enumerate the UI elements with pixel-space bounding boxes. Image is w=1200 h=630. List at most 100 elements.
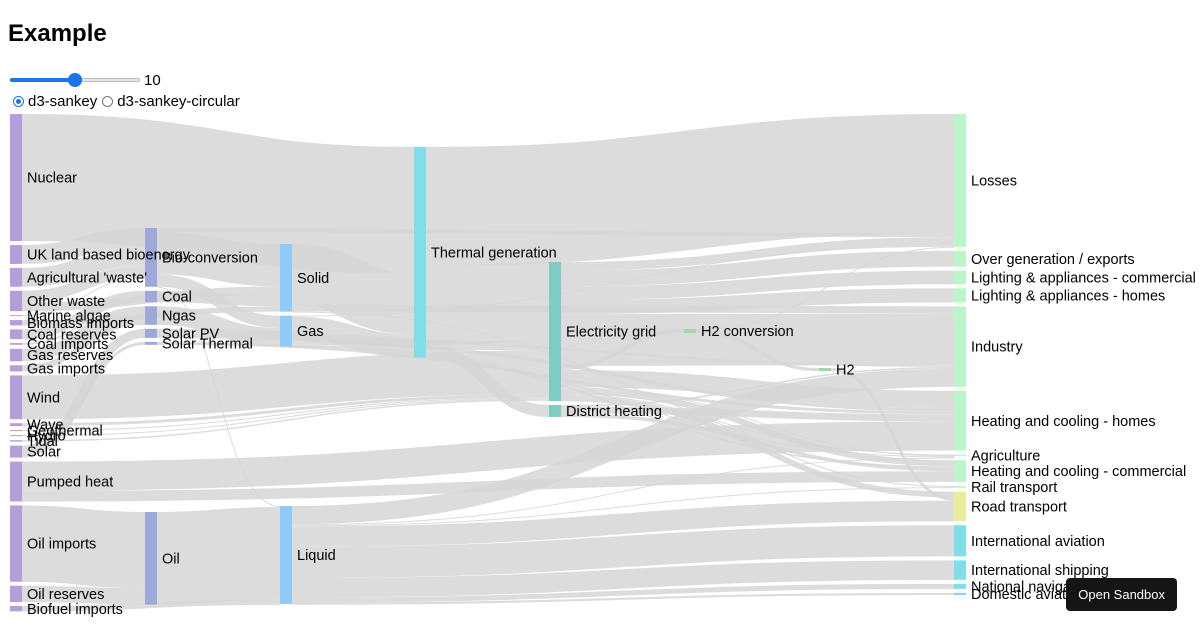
sankey-node-district-heating[interactable] bbox=[549, 404, 561, 417]
sankey-link-liquid-to-national_navigation[interactable] bbox=[291, 583, 955, 603]
sankey-node-liquid[interactable] bbox=[280, 506, 292, 604]
sankey-link-oil_reserves-to-oil[interactable] bbox=[21, 585, 146, 605]
sankey-node-oil[interactable] bbox=[145, 512, 157, 605]
sankey-link-biofuel_imports-to-liquid[interactable] bbox=[21, 599, 281, 612]
sankey-link-oil-to-liquid[interactable] bbox=[156, 507, 281, 605]
sankey-link-h2-to-road_transport[interactable] bbox=[830, 367, 955, 501]
sankey-link-electricity_grid-to-industry[interactable] bbox=[560, 313, 955, 366]
sankey-link-gas_reserves-to-ngas[interactable] bbox=[21, 306, 146, 362]
sankey-link-liquid-to-international_shipping[interactable] bbox=[291, 560, 955, 598]
sankey-link-district_heating-to-industry[interactable] bbox=[560, 366, 955, 407]
sankey-link-liquid-to-agriculture[interactable] bbox=[291, 457, 955, 526]
sankey-link-liquid-to-international_aviation[interactable] bbox=[291, 525, 955, 579]
radio-sankey-circular[interactable] bbox=[102, 95, 114, 107]
sankey-node-lighting-commercial[interactable] bbox=[954, 270, 966, 285]
sankey-node-oil-imports[interactable] bbox=[10, 505, 22, 582]
sankey-link-solid-to-thermal_generation[interactable] bbox=[290, 244, 416, 335]
sankey-node-road-transport[interactable] bbox=[954, 491, 966, 522]
sankey-link-coal_reserves-to-coal[interactable] bbox=[21, 290, 146, 340]
sankey-link-electricity_grid-to-heating_homes[interactable] bbox=[560, 369, 955, 409]
sankey-link-district_heating-to-heating_commercial[interactable] bbox=[560, 413, 955, 472]
sankey-node-hydro[interactable] bbox=[10, 435, 22, 437]
sankey-link-other_waste-to-bio_conversion[interactable] bbox=[21, 265, 146, 303]
sankey-node-h2-conversion[interactable] bbox=[684, 329, 696, 334]
sankey-link-liquid-to-domestic_aviation[interactable] bbox=[291, 592, 955, 605]
slider-thumb[interactable] bbox=[68, 73, 82, 87]
sankey-node-solar[interactable] bbox=[10, 445, 22, 458]
sankey-link-oil_imports-to-oil[interactable] bbox=[21, 505, 146, 589]
sankey-node-over-generation[interactable] bbox=[954, 250, 966, 267]
sankey-node-geothermal[interactable] bbox=[10, 430, 22, 432]
sankey-node-agri-waste[interactable] bbox=[10, 267, 22, 287]
sankey-node-pumped-heat[interactable] bbox=[10, 461, 22, 502]
sankey-node-gas[interactable] bbox=[280, 315, 292, 347]
sankey-node-solar-thermal[interactable] bbox=[145, 341, 157, 345]
sankey-node-ngas[interactable] bbox=[145, 306, 157, 325]
sankey-link-bioenergy-to-bio_conversion[interactable] bbox=[21, 228, 146, 264]
sankey-link-gas_imports-to-ngas[interactable] bbox=[21, 318, 146, 372]
sankey-link-coal_imports-to-coal[interactable] bbox=[21, 300, 146, 345]
sankey-node-losses[interactable] bbox=[954, 114, 966, 247]
iterations-slider[interactable] bbox=[10, 72, 140, 88]
sankey-link-electricity_grid-to-lighting_commercial[interactable] bbox=[560, 270, 955, 300]
sankey-link-nuclear-to-thermal_generation[interactable] bbox=[21, 113, 415, 275]
sankey-node-bioenergy[interactable] bbox=[10, 245, 22, 264]
radio-sankey[interactable] bbox=[13, 95, 24, 107]
sankey-link-pumped_heat-to-heating_homes[interactable] bbox=[21, 421, 955, 491]
sankey-link-marine_algae-to-bio_conversion[interactable] bbox=[21, 277, 146, 317]
sankey-node-wind[interactable] bbox=[10, 375, 22, 420]
sankey-link-electricity_grid-to-heating_commercial[interactable] bbox=[560, 388, 955, 467]
sankey-node-bio-conversion[interactable] bbox=[145, 228, 157, 287]
sankey-link-geothermal-to-electricity_grid[interactable] bbox=[21, 397, 550, 432]
sankey-node-h2[interactable] bbox=[819, 368, 831, 372]
sankey-link-electricity_grid-to-losses[interactable] bbox=[560, 237, 955, 271]
sankey-node-national-navigation[interactable] bbox=[954, 583, 966, 589]
sankey-link-wind-to-electricity_grid[interactable] bbox=[21, 350, 550, 420]
sankey-link-wave-to-electricity_grid[interactable] bbox=[21, 394, 550, 427]
sankey-node-gas-reserves[interactable] bbox=[10, 348, 22, 362]
sankey-node-coal-reserves[interactable] bbox=[10, 329, 22, 340]
sankey-node-wave[interactable] bbox=[10, 423, 22, 427]
sankey-link-thermal_generation-to-losses[interactable] bbox=[425, 114, 955, 267]
sankey-link-electricity_grid-to-agriculture[interactable] bbox=[560, 387, 955, 457]
sankey-node-coal-imports[interactable] bbox=[10, 343, 22, 345]
sankey-link-h2_conversion-to-h2[interactable] bbox=[695, 329, 820, 372]
sankey-link-agri_waste-to-bio_conversion[interactable] bbox=[21, 246, 146, 287]
sankey-node-heating-commercial[interactable] bbox=[954, 460, 966, 482]
sankey-link-solar-to-solar_pv[interactable] bbox=[21, 328, 146, 455]
sankey-node-biofuel-imports[interactable] bbox=[10, 606, 22, 612]
sankey-link-coal-to-solid[interactable] bbox=[156, 290, 281, 307]
sankey-node-gas-imports[interactable] bbox=[10, 365, 22, 372]
sankey-node-heating-homes[interactable] bbox=[954, 390, 966, 451]
sankey-link-bio_conversion-to-solid[interactable] bbox=[156, 232, 281, 287]
sankey-node-nuclear[interactable] bbox=[10, 114, 22, 242]
sankey-node-marine-algae[interactable] bbox=[10, 315, 22, 317]
open-sandbox-button[interactable]: Open Sandbox bbox=[1066, 578, 1177, 611]
sankey-link-liquid-to-road_transport[interactable] bbox=[291, 500, 955, 547]
sankey-node-international-shipping[interactable] bbox=[954, 560, 966, 580]
sankey-node-coal[interactable] bbox=[145, 290, 157, 303]
sankey-link-liquid-to-industry[interactable] bbox=[291, 368, 955, 525]
sankey-node-oil-reserves[interactable] bbox=[10, 585, 22, 603]
sankey-link-tidal-to-electricity_grid[interactable] bbox=[21, 399, 550, 442]
sankey-node-rail-transport[interactable] bbox=[954, 485, 966, 488]
sankey-link-hydro-to-electricity_grid[interactable] bbox=[21, 398, 550, 437]
sankey-link-liquid-to-rail_transport[interactable] bbox=[291, 487, 955, 527]
sankey-node-biomass-imports[interactable] bbox=[10, 320, 22, 326]
sankey-link-thermal_generation-to-electricity_grid[interactable] bbox=[425, 262, 550, 346]
sankey-node-other-waste[interactable] bbox=[10, 290, 22, 312]
sankey-node-international-aviation[interactable] bbox=[954, 525, 966, 557]
sankey-node-solar-pv[interactable] bbox=[145, 328, 157, 338]
sankey-link-solar-to-solar_thermal[interactable] bbox=[21, 341, 146, 458]
sankey-node-tidal[interactable] bbox=[10, 440, 22, 442]
sankey-node-industry[interactable] bbox=[954, 306, 966, 387]
sankey-node-thermal-generation[interactable] bbox=[414, 147, 426, 358]
sankey-node-lighting-homes[interactable] bbox=[954, 288, 966, 303]
sankey-node-electricity-grid[interactable] bbox=[549, 262, 561, 401]
sankey-link-thermal_generation-to-district_heating[interactable] bbox=[425, 345, 550, 417]
sankey-node-agriculture[interactable] bbox=[954, 454, 966, 457]
sankey-link-electricity_grid-to-lighting_homes[interactable] bbox=[560, 288, 955, 315]
sankey-link-h2_conversion-to-losses[interactable] bbox=[695, 246, 955, 330]
sankey-link-electricity_grid-to-over_generation[interactable] bbox=[560, 250, 955, 287]
sankey-node-domestic-aviation[interactable] bbox=[954, 592, 966, 596]
